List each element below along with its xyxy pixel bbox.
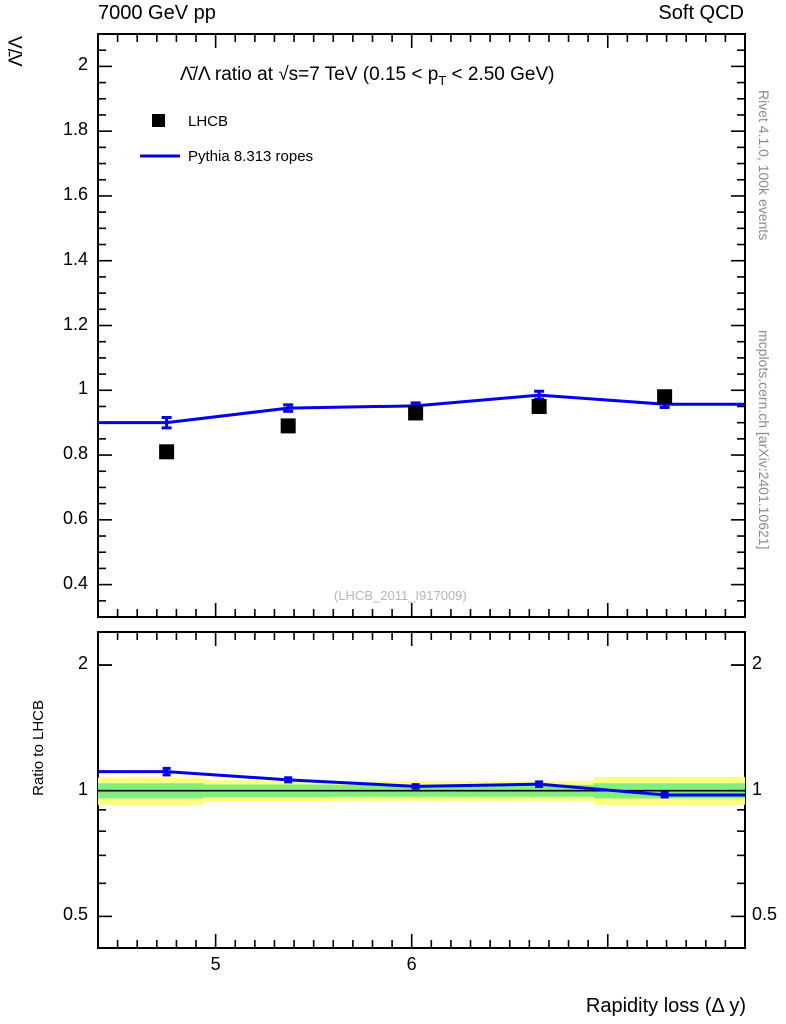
mcplots-source-label: mcplots.cern.ch [arXiv:2401.10621] <box>756 330 772 550</box>
analysis-id-watermark: (LHCB_2011_I917009) <box>334 588 467 603</box>
plot-title: Λ̄/Λ ratio at √s=7 TeV (0.15 < pT < 2.50… <box>180 64 554 88</box>
main-y-tick-label: 0.6 <box>62 507 88 528</box>
data-marker-square <box>159 444 175 460</box>
ratio-y-tick-label-right: 1 <box>752 778 763 799</box>
data-marker-square <box>280 418 296 434</box>
main-y-tick-label: 0.4 <box>62 572 88 593</box>
header-beam-label: 7000 GeV pp <box>98 2 216 24</box>
ratio-y-tick-label-left: 2 <box>77 653 88 674</box>
plot-title-post: < 2.50 GeV) <box>446 64 555 85</box>
main-y-tick-label: 1.8 <box>62 119 88 140</box>
main-frame-rect <box>97 33 746 618</box>
plot-title-subscript: T <box>438 72 447 88</box>
ratio-y-tick-label-right: 0.5 <box>752 904 778 925</box>
legend-markers <box>140 114 180 158</box>
legend-item-pythia-label: Pythia 8.313 ropes <box>188 148 314 165</box>
main-y-tick-label: 1 <box>77 378 88 399</box>
data-marker-square <box>531 398 547 414</box>
x-axis-title: Rapidity loss (Δ y) <box>585 995 746 1017</box>
header-process-label: Soft QCD <box>658 2 744 24</box>
ratio-y-tick-label-left: 1 <box>77 778 88 799</box>
x-tick-label: 6 <box>406 954 417 974</box>
ratio-panel-ticks <box>97 632 746 948</box>
main-panel-ticks <box>97 33 746 618</box>
main-panel-data-markers <box>159 389 673 460</box>
plot-title-pre: Λ̄/Λ ratio at √s=7 TeV (0.15 < p <box>180 64 439 85</box>
main-y-tick-label: 1.2 <box>62 313 88 334</box>
legend-item-lhcb-label: LHCB <box>188 113 229 130</box>
main-y-tick-label: 2 <box>77 54 88 75</box>
x-tick-label: 5 <box>210 954 221 974</box>
ratio-y-tick-label-right: 2 <box>752 653 763 674</box>
rivet-version-label: Rivet 4.1.0, 100k events <box>756 90 772 241</box>
main-panel-frame <box>97 33 746 618</box>
ratio-panel-uncertainty-bands <box>98 777 745 805</box>
legend-marker-square <box>152 114 165 127</box>
data-marker-square <box>657 389 673 405</box>
data-marker-square <box>408 405 424 421</box>
main-y-tick-label: 1.4 <box>62 248 88 269</box>
ratio-y-tick-label-left: 0.5 <box>62 904 88 925</box>
main-y-tick-label: 1.6 <box>62 183 88 204</box>
ratio-panel-mc-curve <box>98 766 745 799</box>
main-y-tick-label: 0.8 <box>62 443 88 464</box>
